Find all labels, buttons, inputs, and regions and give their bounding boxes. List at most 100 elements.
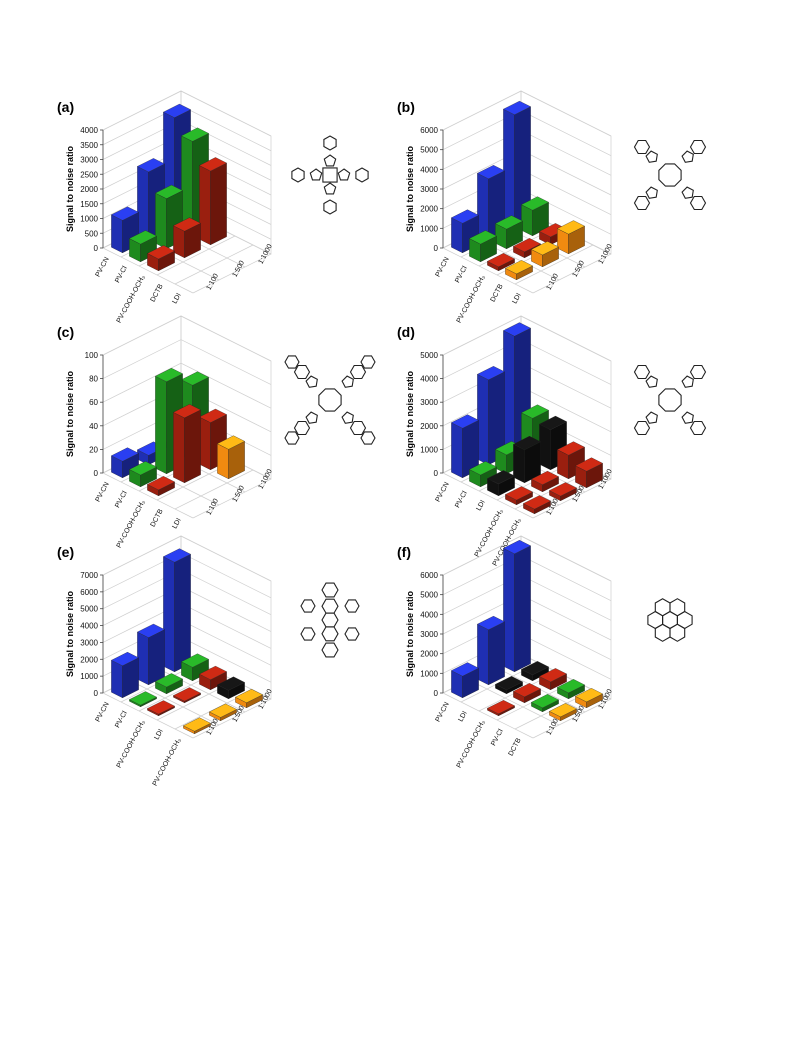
bar [549,703,577,722]
molecule-structure [633,139,707,211]
ring [341,375,354,388]
y-tick-label: 2000 [80,185,98,194]
bar [521,196,549,237]
bar-top [111,651,139,666]
bar-top [469,461,497,476]
y-tick-label: 7000 [80,571,98,580]
bar-top [199,408,227,423]
y-tick-label: 4000 [80,126,98,135]
ring [321,598,339,614]
bar-top [503,100,531,115]
bar-side [184,409,201,484]
ring [654,598,671,617]
bar-side [514,545,531,673]
ratio-label: 1:100 [206,273,220,292]
molecule-structure [647,598,693,642]
ratio-label: 1:1000 [598,243,614,265]
row-label: PV-CN [95,481,111,503]
ring [305,411,318,424]
row-label: PV-CN [95,256,111,278]
panel-label: (c) [57,324,74,340]
y-tick-label: 0 [434,244,439,253]
ring [321,626,339,642]
row-label: PV-Cl [454,490,469,509]
bar [469,461,497,488]
panel-label: (d) [397,324,415,340]
bar [147,476,175,497]
bars [111,548,263,735]
bar [163,548,191,673]
y-tick-label: 100 [85,351,99,360]
bar [129,461,157,488]
row-label: LDI [475,499,486,512]
ring [633,420,651,436]
bar [549,482,577,502]
bar-top [487,253,515,268]
row-label: LDI [511,292,522,305]
row-label: PV-COOH-OCH₃ [456,719,487,769]
bar-face [163,556,175,673]
ring [318,388,342,412]
y-tick-label: 0 [434,469,439,478]
chart-panel-e: (e) 0 1000 2000 3000 4000 5000 6000 7000 Signal t… [55,535,385,787]
row-label: DCTB [508,737,523,757]
bar-top [209,703,237,718]
bar [521,661,549,682]
ratio-label: 1:500 [232,260,246,279]
bars [451,100,585,281]
bar [487,253,515,272]
row-label: PV-CN [435,256,451,278]
y-tick-label: 5000 [420,591,438,600]
bar-top [137,158,165,173]
y-tick-label: 3000 [420,185,438,194]
bar-face [155,375,167,475]
row-label: LDI [171,292,182,305]
y-axis-title: Signal to noise ratio [65,370,75,457]
bar-face [477,374,489,466]
bar [217,435,245,480]
bar [505,260,533,281]
bar-top [155,184,183,199]
bar-face [513,443,525,484]
bar-top [173,404,201,419]
ring [321,642,339,658]
bar-top [469,230,497,245]
y-tick-label: 6000 [420,571,438,580]
y-tick-label: 4000 [420,610,438,619]
molecule-structure [291,135,369,215]
chart-panel-d: (d) 0 1000 2000 3000 4000 5000 Signal to noise … [395,315,725,567]
bar-face [503,547,515,673]
bar [173,217,201,259]
bar-top [531,241,559,256]
bar-top [155,673,183,688]
ring [322,167,338,183]
bar [505,486,533,506]
ring [633,195,651,211]
bar-top [487,470,515,485]
ring [689,364,707,380]
ring [658,388,682,412]
bar [183,717,211,735]
bar-top [137,623,165,638]
ring [360,355,376,369]
bar-top [451,414,479,429]
bar-top [523,495,551,510]
bar-top [217,435,245,450]
row-label: DCTB [150,508,165,528]
bar-top [181,653,209,668]
bar [451,662,479,699]
row-label: LDI [457,710,468,723]
ratio-label: 1:500 [572,260,586,279]
molecule-structure [300,582,360,658]
bar [209,703,237,722]
ring [681,375,694,388]
y-tick-label: 2000 [420,205,438,214]
bar-top [451,209,479,224]
bar [155,673,183,695]
bar-top [505,260,533,275]
y-tick-label: 500 [85,229,99,238]
bar [199,665,227,691]
bar [539,668,567,691]
bar-top [513,683,541,698]
bar-face [155,192,167,250]
